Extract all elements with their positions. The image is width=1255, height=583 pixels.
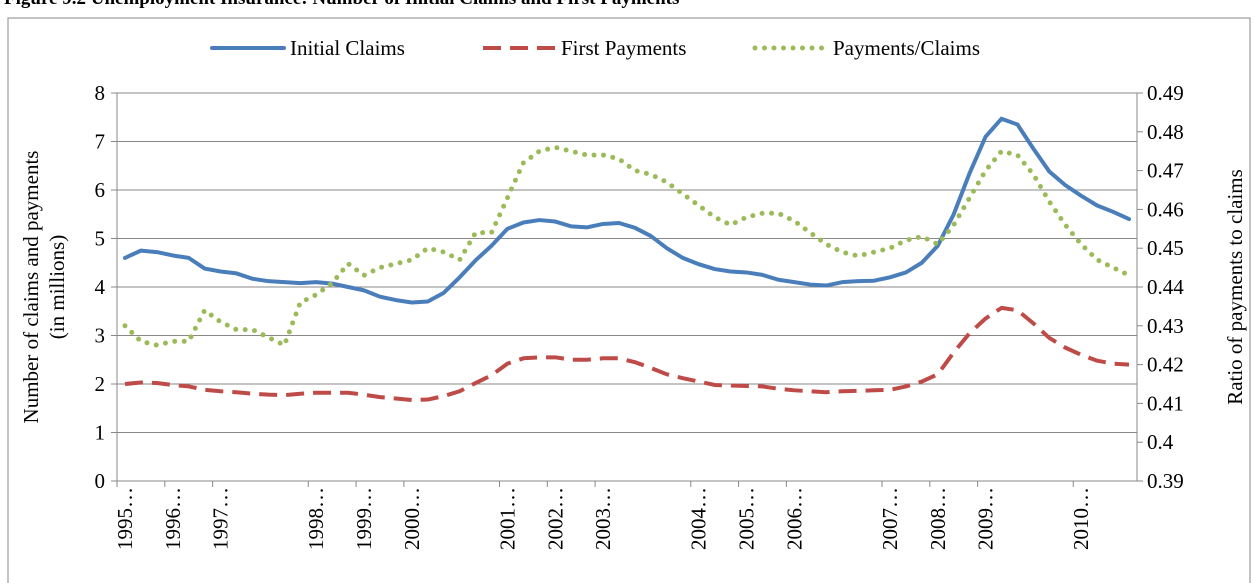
series-line (122, 144, 1132, 348)
legend-label: Initial Claims (290, 36, 405, 60)
x-tick-label: 2005… (735, 487, 759, 550)
x-tick-label: 2007… (878, 487, 902, 550)
y-tick-label: 1 (95, 421, 106, 445)
y2-axis-label: Ratio of payments to claims (1223, 169, 1247, 405)
y-axis-label: (in millions) (45, 235, 69, 339)
y-tick-label: 7 (95, 130, 106, 154)
x-tick-label: 2006… (782, 487, 806, 550)
y-tick-label: 4 (95, 275, 106, 299)
y2-tick-label: 0.42 (1147, 353, 1184, 377)
x-tick-label: 2009… (974, 487, 998, 550)
x-tick-label: 2004… (687, 487, 711, 550)
x-tick-label: 1997… (209, 487, 233, 550)
series-line (122, 116, 1132, 305)
y-tick-label: 2 (95, 372, 106, 396)
y2-tick-label: 0.48 (1147, 120, 1184, 144)
y2-tick-label: 0.39 (1147, 469, 1184, 493)
y2-tick-label: 0.43 (1147, 314, 1184, 338)
y-tick-label: 8 (95, 81, 106, 105)
y2-tick-label: 0.46 (1147, 197, 1184, 221)
legend-label: First Payments (561, 36, 686, 60)
x-tick-label: 1999… (352, 487, 376, 550)
x-tick-label: 2000… (400, 487, 424, 550)
y-tick-label: 3 (95, 324, 106, 348)
x-tick-label: 2003… (591, 487, 615, 550)
x-tick-label: 1995… (113, 487, 137, 550)
legend-label: Payments/Claims (833, 36, 980, 60)
x-tick-label: 2010… (1069, 487, 1093, 550)
y-tick-label: 5 (95, 227, 106, 251)
chart-frame (7, 17, 1251, 583)
series-line (124, 305, 1130, 402)
y2-tick-label: 0.47 (1147, 159, 1184, 183)
x-tick-label: 2008… (926, 487, 950, 550)
chart-title: Figure 9.2 Unemployment Insurance: Numbe… (4, 0, 679, 9)
y2-tick-label: 0.49 (1147, 81, 1184, 105)
y-tick-label: 0 (95, 469, 106, 493)
y-tick-label: 6 (95, 178, 106, 202)
x-tick-label: 2001… (495, 487, 519, 550)
x-tick-label: 2002… (543, 487, 567, 550)
x-tick-label: 1998… (304, 487, 328, 550)
y2-tick-label: 0.44 (1147, 275, 1184, 299)
y2-tick-label: 0.41 (1147, 391, 1184, 415)
y-axis-label: Number of claims and payments (19, 151, 43, 424)
y2-tick-label: 0.4 (1147, 430, 1174, 454)
y2-tick-label: 0.45 (1147, 236, 1184, 260)
x-tick-label: 1996… (161, 487, 185, 550)
